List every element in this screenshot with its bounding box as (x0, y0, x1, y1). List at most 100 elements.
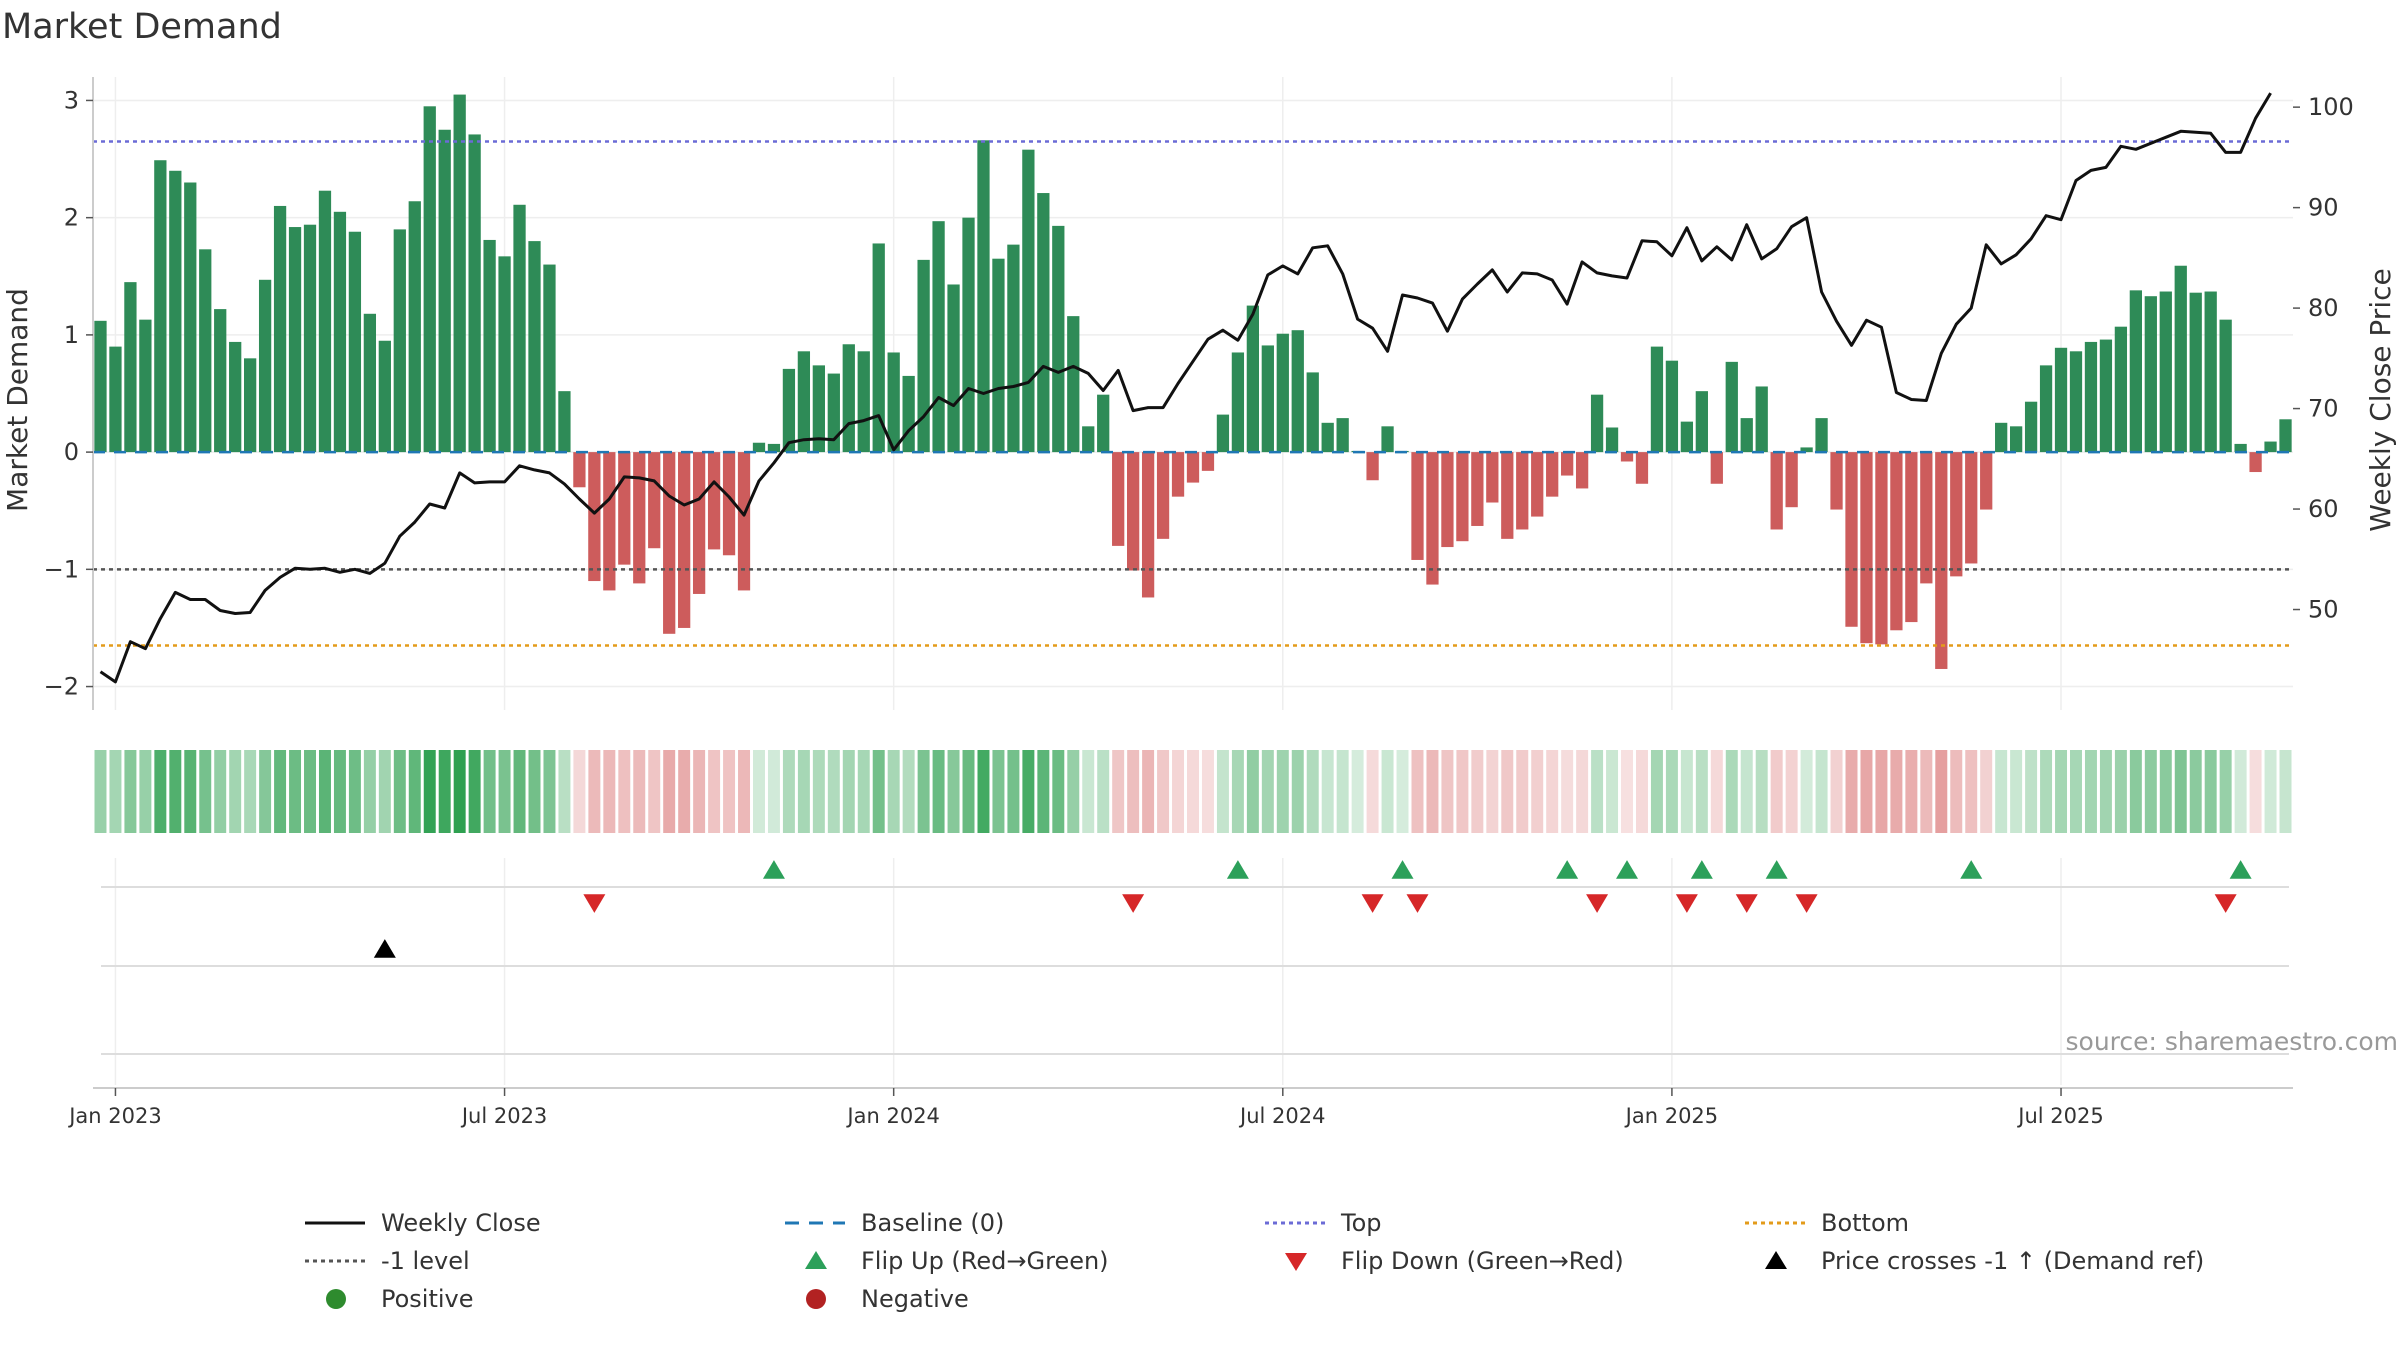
demand-bar (1546, 452, 1559, 497)
demand-bar (1261, 345, 1274, 453)
y-tick-label: 1 (64, 321, 79, 349)
demand-bar (288, 227, 302, 453)
heatmap-cell (2055, 750, 2068, 833)
legend-item-baseline: Baseline (0) (785, 1208, 1004, 1238)
demand-bar (184, 182, 197, 453)
heatmap-cell (2159, 750, 2172, 833)
heatmap-cell (872, 750, 885, 833)
demand-bar (363, 313, 377, 453)
heatmap-cell (2174, 750, 2187, 833)
demand-bar (244, 358, 257, 453)
heatmap-cell (2144, 750, 2157, 833)
demand-bar (2069, 351, 2083, 453)
y-tick-label: 3 (64, 86, 79, 114)
heatmap-cell (797, 750, 810, 833)
demand-bar (902, 375, 915, 453)
circle-icon (305, 1284, 369, 1314)
reference-lines (93, 140, 2293, 647)
demand-bar (2234, 443, 2247, 453)
demand-bar (1366, 452, 1379, 481)
demand-bar (1800, 447, 1813, 453)
triangle-up-icon (785, 1246, 849, 1276)
legend-label: Positive (381, 1285, 474, 1313)
flip-up-marker (1690, 860, 1713, 879)
heatmap-cell (2204, 750, 2217, 833)
heatmap-cell (348, 750, 361, 833)
heatmap-cell (1022, 750, 1035, 833)
heatmap-cell (1471, 750, 1484, 833)
demand-bar (124, 282, 137, 453)
demand-bar (214, 309, 227, 453)
heatmap-cell (1037, 750, 1050, 833)
heatmap-cell (1920, 750, 1933, 833)
heatmap-cell (723, 750, 736, 833)
heatmap-cell (1351, 750, 1364, 833)
heatmap-cell (947, 750, 960, 833)
heatmap-cell (782, 750, 795, 833)
demand-bar (1516, 452, 1529, 530)
heatmap-cell (259, 750, 272, 833)
demand-bar (1905, 452, 1918, 623)
heatmap-cell (543, 750, 556, 833)
heatmap-cell (2234, 750, 2247, 833)
demand-bar (154, 160, 167, 453)
heatmap-cell (528, 750, 541, 833)
heatmap-cell (1321, 750, 1334, 833)
heatmap-cell (618, 750, 631, 833)
demand-bar (1186, 452, 1200, 483)
flip-up-marker (1556, 860, 1579, 879)
demand-bar (438, 129, 451, 453)
heatmap-cell (992, 750, 1005, 833)
demand-bar (2144, 296, 2157, 453)
demand-bar (199, 249, 212, 453)
demand-bar (2159, 291, 2172, 453)
heatmap-cell (917, 750, 930, 833)
demand-bar (2204, 291, 2217, 453)
heatmap-cell (1980, 750, 1993, 833)
y2-tick-label: 80 (2308, 294, 2339, 322)
demand-bar (722, 452, 736, 556)
heatmap-cell (1995, 750, 2008, 833)
heatmap-cell (693, 750, 706, 833)
heatmap-cell (558, 750, 571, 833)
demand-bar (2189, 292, 2202, 453)
legend-item-weekly-close: Weekly Close (305, 1208, 541, 1238)
demand-bar (1635, 452, 1649, 484)
heatmap-cell (2099, 750, 2112, 833)
demand-bar (1216, 414, 1230, 453)
triangle-up-icon (1745, 1246, 1809, 1276)
legend-item-positive: Positive (305, 1284, 474, 1314)
demand-bar (842, 344, 855, 453)
demand-bar (139, 319, 152, 453)
heatmap-cell (887, 750, 900, 833)
demand-bar (1486, 452, 1499, 503)
heatmap-cell (2264, 750, 2277, 833)
heatmap-cell (857, 750, 870, 833)
demand-bar (558, 391, 571, 453)
flip-down-marker (1795, 894, 1818, 913)
demand-bar (1471, 452, 1484, 526)
dash-line-icon (785, 1208, 849, 1238)
circle-icon (785, 1284, 849, 1314)
heatmap-cell (1231, 750, 1244, 833)
heatmap-cell (244, 750, 257, 833)
demand-bar (1605, 427, 1619, 453)
heatmap-cell (1441, 750, 1454, 833)
heatmap-cell (438, 750, 451, 833)
demand-bar (1995, 422, 2008, 453)
demand-bar (2084, 341, 2098, 453)
flip-up-marker (762, 860, 785, 879)
demand-bar (2024, 401, 2038, 453)
heatmap-cell (708, 750, 721, 833)
heatmap-cell (1965, 750, 1978, 833)
heatmap-cell (274, 750, 287, 833)
demand-bar (1665, 360, 1679, 453)
heatmap-cell (1650, 750, 1663, 833)
demand-bar (109, 346, 122, 453)
demand-bar (1156, 452, 1170, 539)
legend-label: Bottom (1821, 1209, 1910, 1237)
heatmap-cell (1935, 750, 1948, 833)
demand-bar (1022, 149, 1035, 453)
heatmap-cell (214, 750, 227, 833)
heatmap-cell (1291, 750, 1304, 833)
